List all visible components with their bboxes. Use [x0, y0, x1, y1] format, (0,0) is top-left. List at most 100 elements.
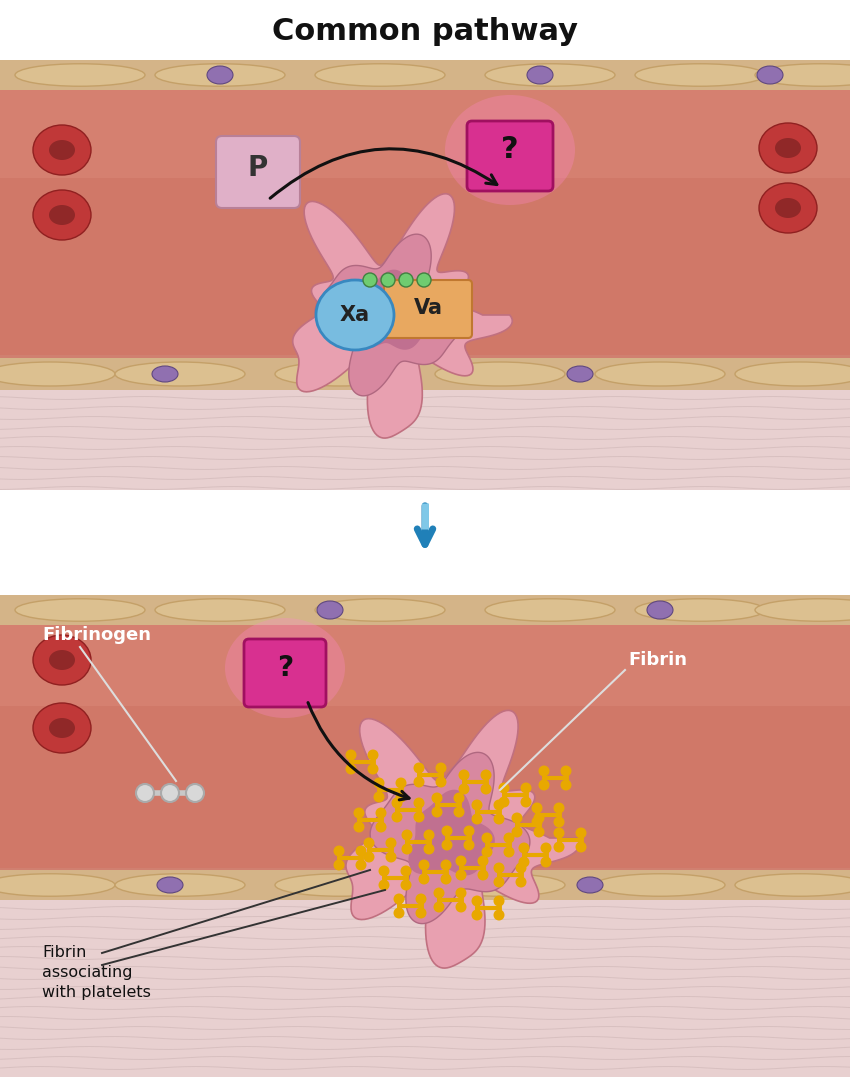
Circle shape — [386, 852, 396, 863]
Circle shape — [498, 783, 509, 794]
Circle shape — [386, 838, 396, 849]
Ellipse shape — [275, 362, 405, 386]
Ellipse shape — [315, 599, 445, 621]
Circle shape — [560, 780, 571, 791]
Ellipse shape — [0, 362, 115, 386]
FancyBboxPatch shape — [216, 136, 300, 208]
Circle shape — [401, 843, 412, 854]
Circle shape — [416, 908, 427, 919]
Circle shape — [432, 793, 443, 803]
Ellipse shape — [225, 618, 345, 718]
Ellipse shape — [155, 599, 285, 621]
Circle shape — [531, 816, 542, 827]
Circle shape — [136, 784, 154, 802]
Circle shape — [434, 901, 445, 912]
Circle shape — [472, 813, 483, 825]
Circle shape — [413, 763, 424, 773]
Ellipse shape — [435, 873, 565, 896]
Circle shape — [161, 784, 179, 802]
Polygon shape — [292, 194, 513, 438]
Text: Fibrinogen: Fibrinogen — [42, 626, 151, 644]
Circle shape — [518, 842, 530, 853]
Circle shape — [480, 783, 491, 795]
Circle shape — [494, 799, 505, 811]
Ellipse shape — [157, 877, 183, 893]
Circle shape — [441, 825, 452, 837]
Circle shape — [541, 856, 552, 867]
Circle shape — [376, 822, 387, 833]
Ellipse shape — [647, 601, 673, 619]
Circle shape — [355, 859, 366, 870]
Circle shape — [345, 750, 356, 760]
Circle shape — [472, 799, 483, 811]
Ellipse shape — [33, 635, 91, 685]
Circle shape — [440, 859, 451, 870]
Circle shape — [392, 797, 403, 809]
Circle shape — [515, 863, 526, 873]
Ellipse shape — [315, 64, 445, 86]
Circle shape — [186, 784, 204, 802]
Ellipse shape — [567, 366, 593, 382]
Circle shape — [413, 797, 424, 809]
Circle shape — [472, 895, 483, 907]
Ellipse shape — [527, 66, 553, 84]
Circle shape — [518, 856, 530, 867]
Ellipse shape — [735, 873, 850, 896]
Polygon shape — [0, 900, 850, 1077]
Ellipse shape — [755, 64, 850, 86]
Ellipse shape — [155, 64, 285, 86]
Circle shape — [512, 812, 523, 824]
Circle shape — [575, 841, 586, 853]
Circle shape — [456, 855, 467, 867]
Circle shape — [416, 894, 427, 905]
Ellipse shape — [595, 362, 725, 386]
Circle shape — [418, 859, 429, 870]
Ellipse shape — [595, 873, 725, 896]
Circle shape — [392, 811, 403, 823]
Ellipse shape — [49, 205, 75, 225]
Circle shape — [458, 769, 469, 781]
Circle shape — [395, 792, 406, 802]
Circle shape — [575, 827, 586, 839]
Polygon shape — [409, 789, 495, 876]
Text: ?: ? — [277, 654, 293, 682]
Ellipse shape — [49, 651, 75, 670]
Ellipse shape — [152, 366, 178, 382]
Circle shape — [400, 880, 411, 891]
Circle shape — [378, 880, 389, 891]
Ellipse shape — [735, 362, 850, 386]
Circle shape — [478, 855, 489, 867]
Circle shape — [435, 763, 446, 773]
Polygon shape — [0, 90, 850, 178]
Circle shape — [394, 908, 405, 919]
Circle shape — [432, 807, 443, 817]
Ellipse shape — [15, 599, 145, 621]
Polygon shape — [0, 625, 850, 707]
Ellipse shape — [115, 362, 245, 386]
Circle shape — [534, 826, 545, 838]
Circle shape — [378, 866, 389, 877]
Circle shape — [553, 827, 564, 839]
Circle shape — [512, 826, 523, 838]
Text: ?: ? — [502, 136, 518, 165]
Text: P: P — [248, 154, 268, 182]
Circle shape — [520, 797, 531, 808]
Ellipse shape — [755, 599, 850, 621]
Ellipse shape — [49, 718, 75, 738]
Circle shape — [440, 873, 451, 884]
Circle shape — [541, 842, 552, 853]
Circle shape — [456, 901, 467, 912]
Circle shape — [498, 797, 509, 808]
Polygon shape — [0, 870, 850, 900]
Polygon shape — [0, 390, 850, 490]
Ellipse shape — [485, 64, 615, 86]
Circle shape — [345, 764, 356, 774]
Circle shape — [373, 778, 384, 788]
Circle shape — [381, 272, 395, 286]
Text: Fibrin
associating
with platelets: Fibrin associating with platelets — [42, 945, 151, 999]
Circle shape — [531, 802, 542, 813]
Circle shape — [456, 887, 467, 898]
Polygon shape — [0, 60, 850, 490]
Circle shape — [333, 845, 344, 856]
Polygon shape — [0, 595, 850, 625]
